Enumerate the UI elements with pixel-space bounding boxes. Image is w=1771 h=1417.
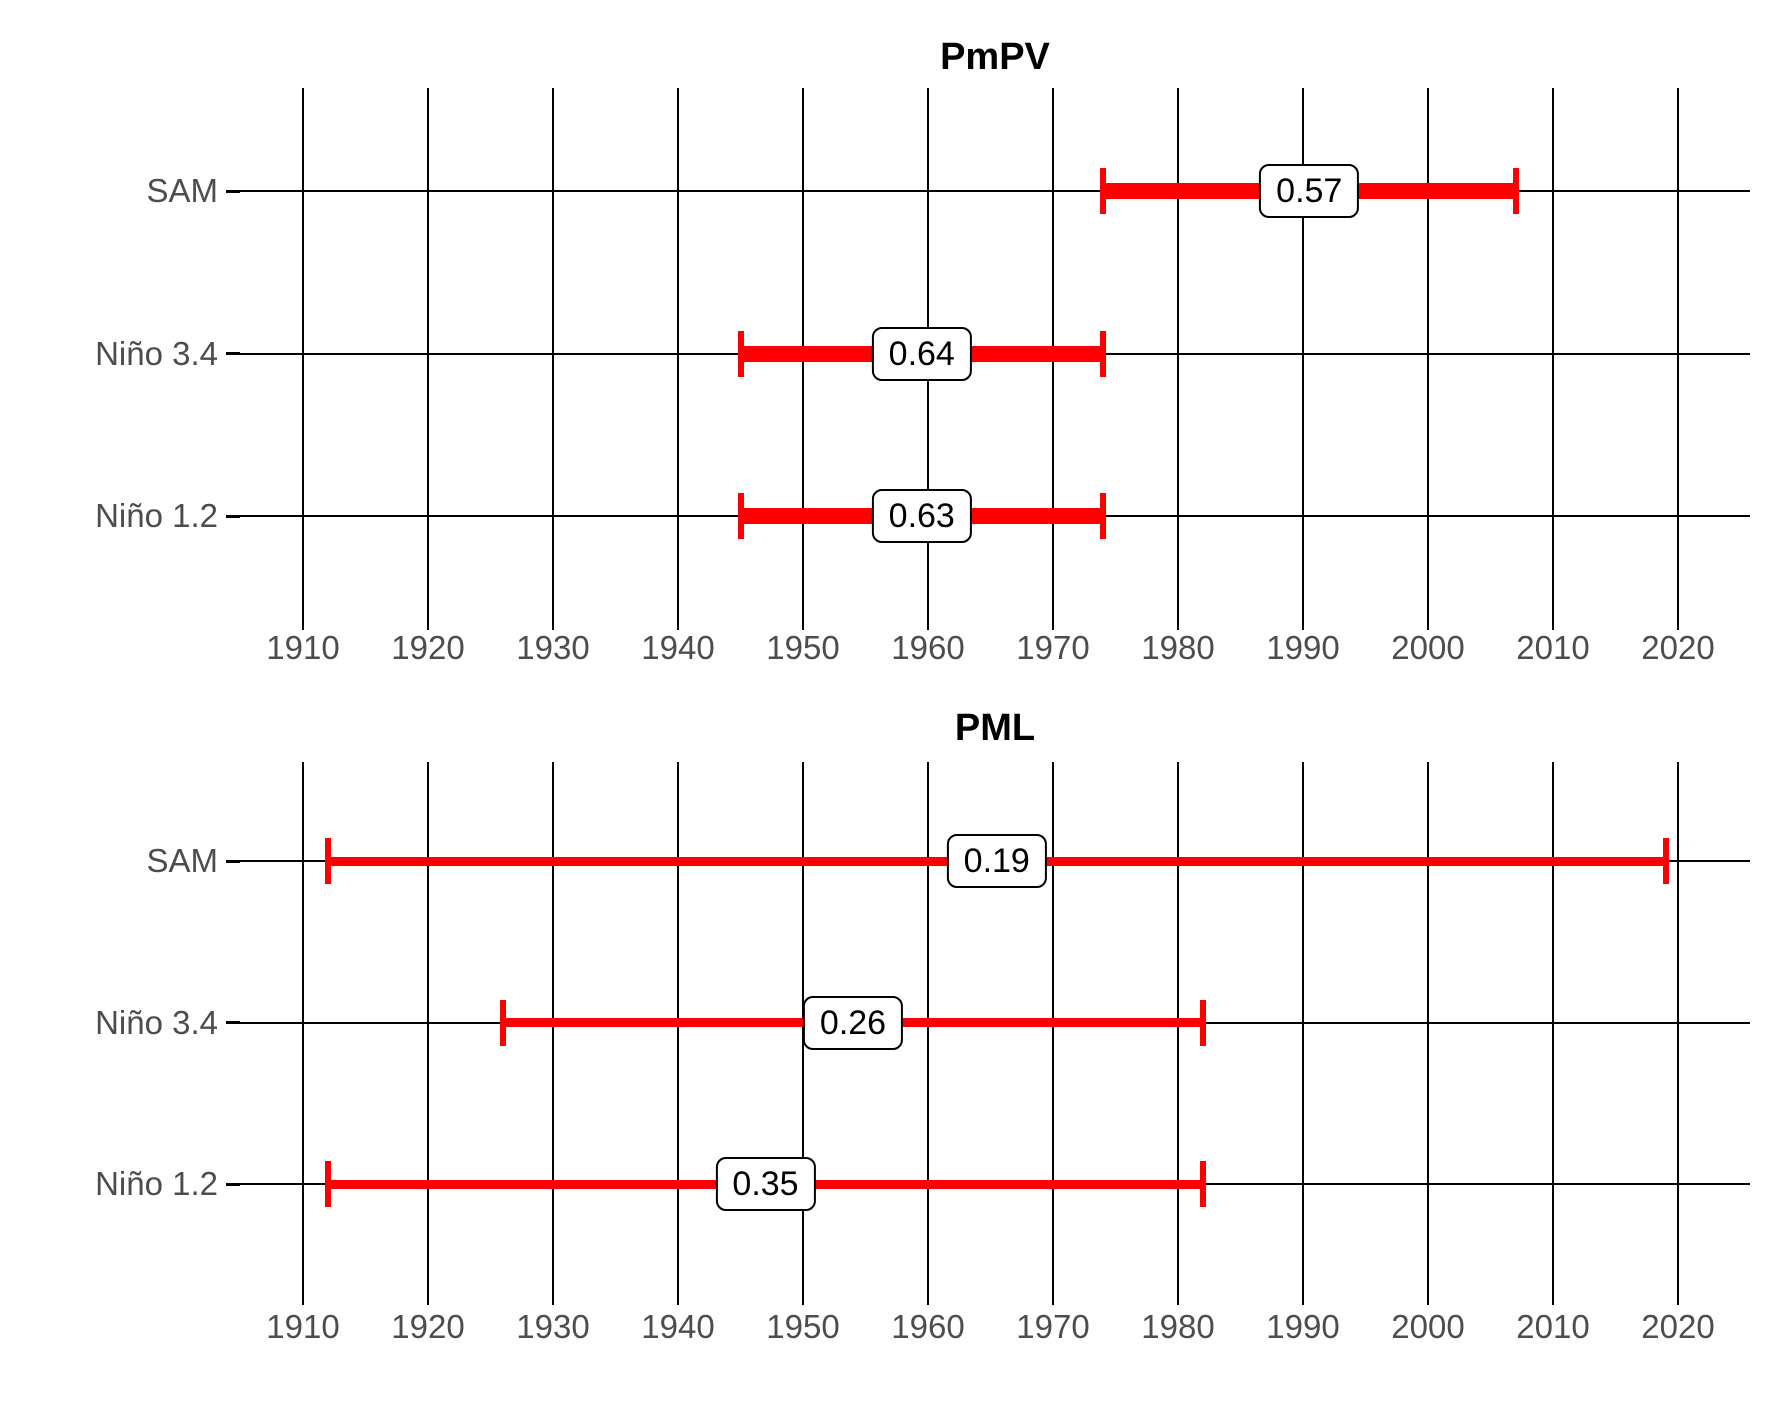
x-tick-label: 2020 [1641, 1308, 1715, 1345]
range-bar-cap-right [1662, 838, 1669, 884]
value-label: 0.63 [871, 489, 972, 543]
category-label: Niño 3.4 [95, 1003, 218, 1041]
x-tick-label: 1920 [391, 629, 465, 666]
category-label: Niño 1.2 [95, 1165, 218, 1202]
x-tick-label: 1960 [891, 1308, 965, 1345]
x-gridline [302, 762, 304, 1295]
x-axis-tick [427, 620, 429, 630]
category-gridline [240, 190, 1750, 192]
range-bar-cap-right [1100, 330, 1106, 377]
x-axis-tick [552, 1295, 554, 1305]
x-tick-label: 2000 [1391, 1308, 1465, 1345]
range-bar-cap-left [737, 493, 744, 539]
x-axis-tick [1427, 1295, 1429, 1305]
value-label: 0.57 [1259, 164, 1360, 218]
x-tick-label: 1930 [516, 1308, 590, 1345]
range-bar-cap-left [325, 838, 331, 884]
range-bar-cap-right [1100, 493, 1106, 539]
range-bar-cap-right [1200, 1161, 1206, 1207]
x-tick-label: 1920 [391, 1308, 465, 1345]
x-axis-tick [802, 620, 804, 630]
category-label: SAM [146, 172, 218, 209]
x-axis-tick [802, 1295, 804, 1305]
x-gridline [1552, 762, 1554, 1295]
x-axis-tick [302, 1295, 304, 1305]
x-gridline [1677, 762, 1679, 1295]
x-tick-label: 1980 [1141, 1308, 1215, 1345]
x-axis-tick [677, 620, 679, 630]
x-axis-tick [1177, 620, 1179, 630]
x-tick-label: 1970 [1016, 629, 1090, 666]
y-axis-tick [226, 189, 240, 193]
range-bar-cap-right [1200, 999, 1206, 1046]
x-tick-label: 1970 [1016, 1308, 1090, 1345]
x-axis-tick [1052, 1295, 1054, 1305]
category-label: SAM [146, 842, 218, 879]
x-gridline [1177, 762, 1179, 1295]
y-axis-tick [226, 1182, 240, 1186]
x-tick-label: 1980 [1141, 629, 1215, 666]
x-axis-tick [1302, 1295, 1304, 1305]
x-axis-tick [427, 1295, 429, 1305]
range-bar-cap-left [1100, 168, 1106, 214]
range-bar-cap-left [325, 1161, 331, 1207]
x-axis-tick [1302, 620, 1304, 630]
value-label: 0.35 [715, 1157, 816, 1211]
x-gridline [427, 762, 429, 1295]
chart-title-pmpv: PmPV [940, 36, 1050, 78]
x-axis-tick [552, 620, 554, 630]
y-axis-tick [226, 859, 240, 863]
x-tick-label: 2000 [1391, 629, 1465, 666]
x-tick-label: 1990 [1266, 1308, 1340, 1345]
y-axis-tick [226, 1021, 240, 1024]
range-bar-cap-right [1512, 168, 1519, 214]
y-axis-tick [226, 514, 240, 518]
x-tick-label: 1990 [1266, 629, 1340, 666]
x-gridline [927, 762, 929, 1295]
category-label: Niño 1.2 [95, 497, 218, 534]
x-gridline [552, 762, 554, 1295]
x-gridline [677, 762, 679, 1295]
chart-title-pml: PML [954, 707, 1036, 749]
value-label: 0.64 [871, 326, 972, 381]
x-tick-label: 1910 [266, 629, 340, 666]
x-axis-tick [927, 1295, 929, 1305]
x-axis-tick [302, 620, 304, 630]
x-axis-tick [1052, 620, 1054, 630]
y-axis-tick [226, 352, 240, 355]
x-tick-label: 2010 [1516, 1308, 1590, 1345]
x-tick-label: 1910 [266, 1308, 340, 1345]
x-tick-label: 1940 [641, 629, 715, 666]
category-label: Niño 3.4 [95, 334, 218, 372]
x-axis-tick [927, 620, 929, 630]
x-tick-label: 1940 [641, 1308, 715, 1345]
x-tick-label: 1950 [766, 629, 840, 666]
x-axis-tick [677, 1295, 679, 1305]
x-axis-tick [1177, 1295, 1179, 1305]
x-tick-label: 1960 [891, 629, 965, 666]
x-tick-label: 2010 [1516, 629, 1590, 666]
range-bar-cap-left [500, 999, 506, 1046]
x-tick-label: 1950 [766, 1308, 840, 1345]
x-axis-tick [1677, 1295, 1679, 1305]
value-label: 0.19 [946, 834, 1047, 888]
x-gridline [1427, 762, 1429, 1295]
value-label: 0.26 [802, 995, 904, 1050]
x-axis-tick [1552, 1295, 1554, 1305]
x-tick-label: 2020 [1641, 629, 1715, 666]
x-tick-label: 1930 [516, 629, 590, 666]
x-axis-tick [1427, 620, 1429, 630]
x-gridline [1302, 762, 1304, 1295]
x-axis-tick [1552, 620, 1554, 630]
range-bar-cap-left [737, 330, 744, 377]
x-gridline [1052, 762, 1054, 1295]
x-axis-tick [1677, 620, 1679, 630]
